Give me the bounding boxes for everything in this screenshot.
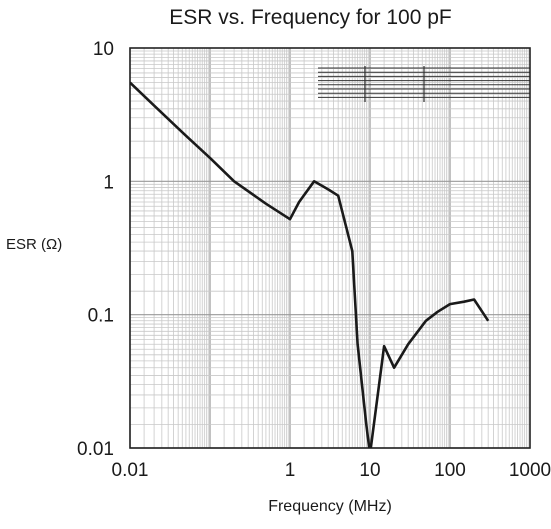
legend-box [318, 66, 530, 102]
x-tick-label: 100 [434, 460, 466, 481]
plot-background [130, 48, 530, 448]
y-axis-label: ESR (Ω) [6, 236, 63, 253]
x-axis-label: Frequency (MHz) [268, 498, 392, 515]
grid-lines [129, 48, 530, 449]
x-tick-label: 0.01 [112, 460, 149, 481]
series-group [130, 81, 490, 448]
plot-frame [129, 47, 531, 449]
x-tick-label: 1 [285, 460, 296, 481]
y-tick-label: 1 [103, 172, 114, 193]
x-tick-label: 10 [359, 460, 380, 481]
y-tick-label: 0.1 [88, 306, 114, 327]
chart-title: ESR vs. Frequency for 100 pF [169, 6, 452, 29]
y-tick-label: 10 [93, 39, 114, 60]
x-tick-label: 1000 [509, 460, 551, 481]
tick-labels: 0.01 1 10 100 1000 10 1 0.1 0.01 [77, 39, 551, 481]
series-line-0 [130, 81, 490, 448]
y-tick-label: 0.01 [77, 439, 114, 460]
